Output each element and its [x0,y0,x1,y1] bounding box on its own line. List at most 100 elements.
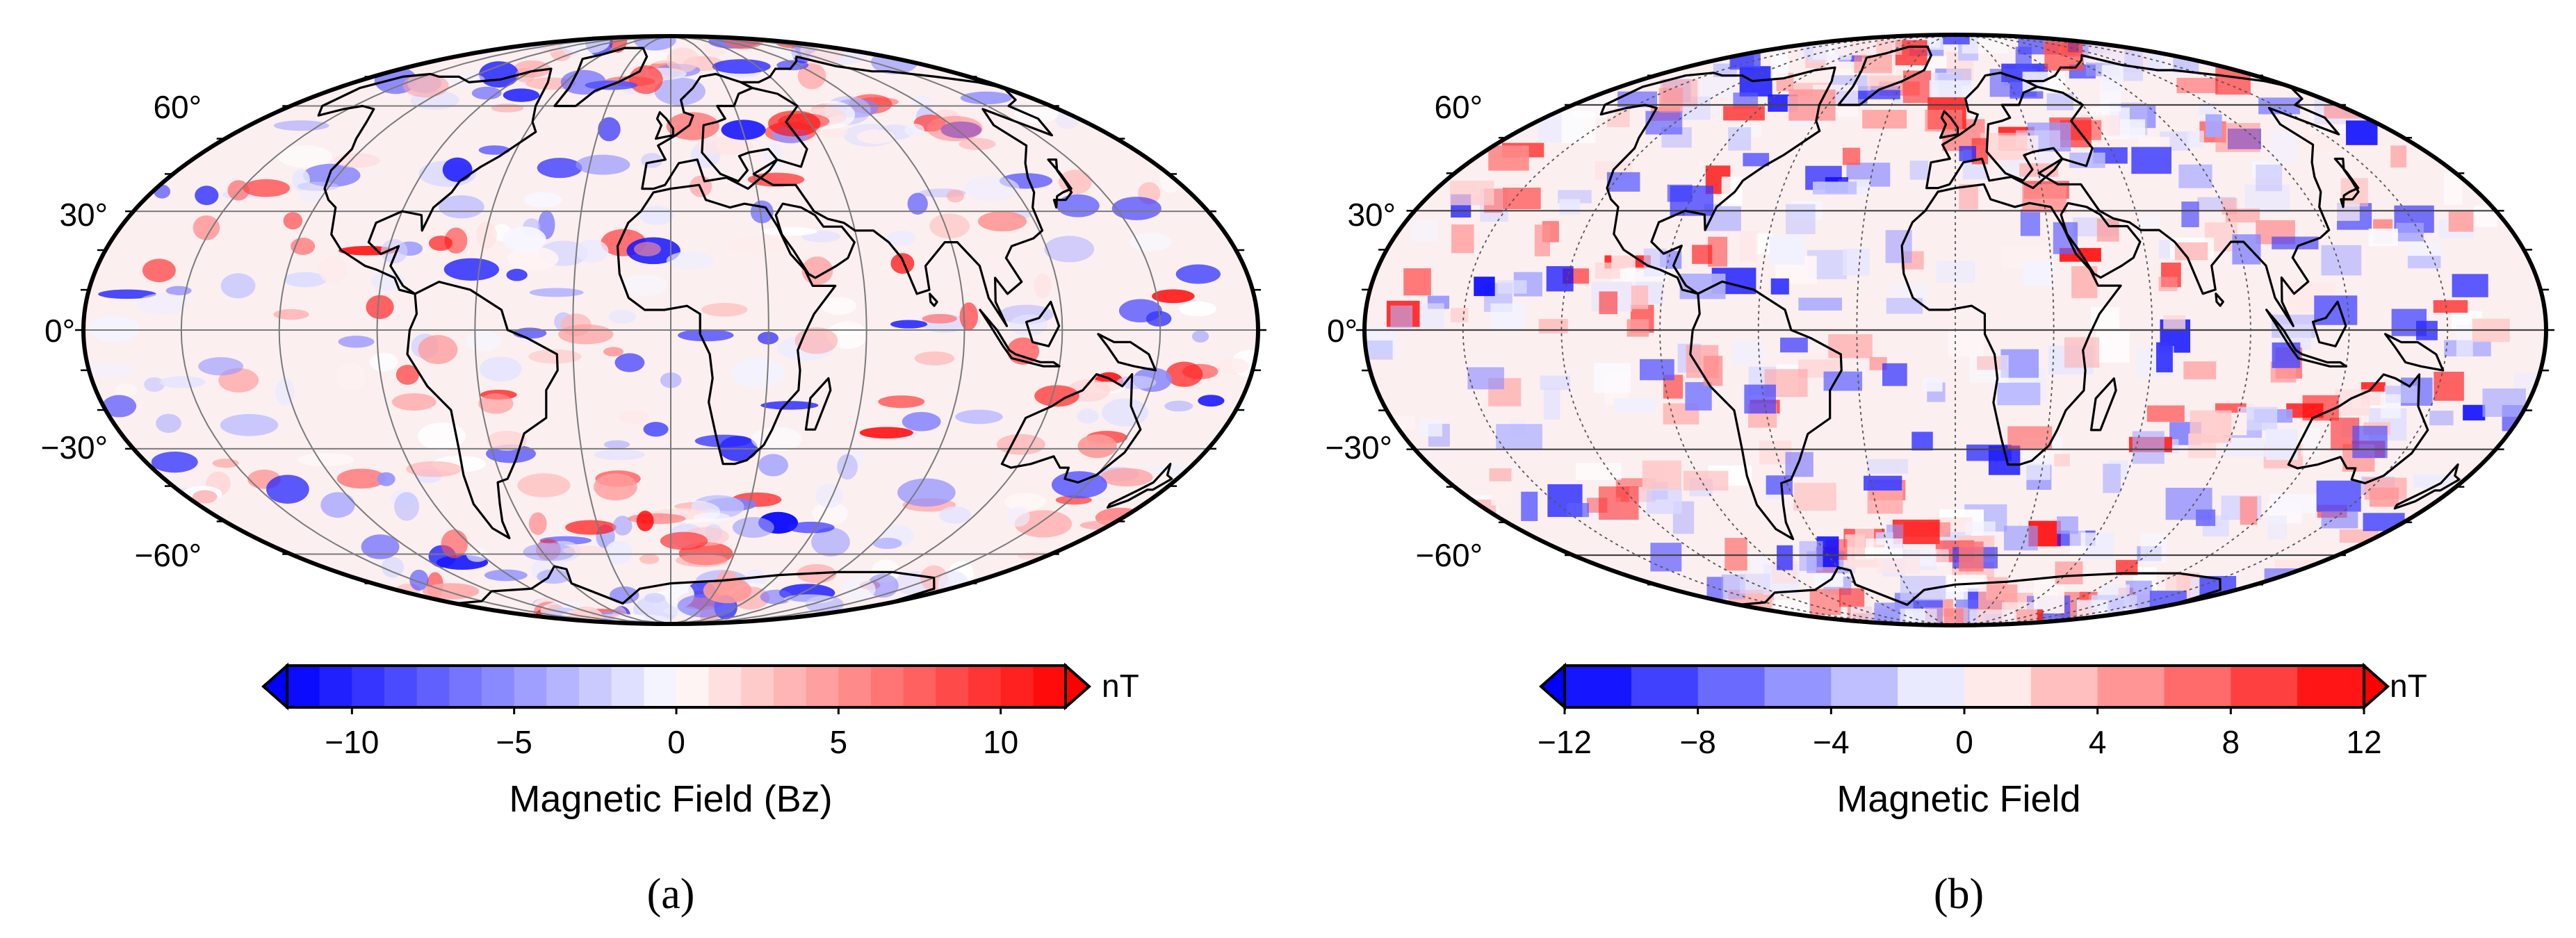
anomaly-patch [380,239,408,264]
colorbar-b: −12 −8 −4 0 4 8 12 [1538,662,2390,760]
anomaly-patch [696,137,753,156]
anomaly-cell [1701,78,1736,97]
anomaly-patch [479,356,522,382]
anomaly-patch [562,36,610,54]
anomaly-cell [2183,361,2217,379]
anomaly-cell [1640,359,1674,381]
colorbar-swatch [1000,666,1034,707]
anomaly-patch [443,258,500,281]
anomaly-patch [603,440,630,449]
anomaly-cell [1538,319,1568,334]
anomaly-cell [1364,340,1393,360]
anomaly-cell [2022,184,2066,213]
anomaly-patch [243,179,291,197]
colorbar-title-b: Magnetic Field [1836,778,2080,820]
anomaly-patch [377,472,396,486]
panel-a: 60° 30° 0° −30° −60° −10 −5 0 5 10 nT Magnet… [41,34,1266,918]
anomaly-cell [1490,303,1526,332]
colorbar-title-a: Magnetic Field (Bz) [509,778,832,820]
anomaly-cell [1969,609,2016,625]
anomaly-patch [605,541,633,565]
anomaly-cell [2007,426,2053,450]
colorbar-swatch [676,666,710,707]
anomaly-patch [594,473,637,501]
graticule-meridian-line [1955,35,2153,625]
coastline-japan [2333,157,2360,208]
anomaly-patch [751,427,802,452]
coastline-europe [1925,72,2064,190]
anomaly-cell [1599,291,1618,315]
anomaly-patch [612,516,633,536]
coastline-asia [740,55,1053,327]
anomaly-cell [1902,70,1932,104]
anomaly-patch [220,273,256,299]
anomaly-patch [442,157,473,183]
anomaly-cell [2096,331,2130,363]
anomaly-cell [2433,300,2468,313]
anomaly-cell [1868,75,1902,90]
anomaly-cell [2429,411,2454,426]
anomaly-patch [666,251,714,270]
coastline-indonesia [979,308,1061,368]
anomaly-cell [1823,371,1863,391]
anomaly-patch [666,47,699,73]
anomaly-patch [273,308,309,320]
anomaly-patch [938,506,971,524]
anomaly-patch [576,239,609,263]
colorbar-swatch [546,666,580,707]
anomaly-cell [2190,410,2232,443]
anomaly-cell [1595,262,1620,279]
anomaly-patch [628,513,686,525]
anomaly-cell [1780,337,1808,353]
anomaly-cell [2181,201,2199,228]
anomaly-cell [2413,475,2454,488]
anomaly-patch [558,324,614,345]
colorbar-swatch [838,666,872,707]
lat-label-60: 60° [153,89,202,125]
graticule-meridian-line [1462,35,1956,625]
anomaly-patch [439,195,484,219]
colorbar-swatch [611,666,644,707]
anomaly-cell [1613,398,1655,413]
anomaly-patch [1191,330,1209,343]
anomaly-cell [1567,502,1590,518]
colorbar-a: −10 −5 0 5 10 [261,662,1092,760]
anomaly-cell [1692,245,1713,264]
anomaly-patch [1007,506,1030,527]
coastline-south-america [1689,280,1843,541]
anomaly-cell [2346,120,2378,145]
anomaly-cell [1959,541,1984,572]
colorbar-unit-a: nT [1102,668,1139,704]
coastline-borneo [2311,300,2347,347]
anomaly-patch [487,430,527,451]
anomaly-patch [195,186,219,206]
anomaly-cell [1786,204,1816,235]
colorbar-tick-label: 8 [2222,724,2240,760]
colorbar-swatch [352,666,385,707]
anomaly-patch [277,145,333,168]
anomaly-cell [1490,482,1512,506]
anomaly-cell [1739,231,1758,262]
anomaly-patch [598,117,621,142]
anomaly-cell [1793,482,1836,511]
anomaly-cell [2380,394,2401,419]
graticule-meridian-line [1955,35,2251,625]
coastline-africa [616,183,837,466]
anomaly-cell [1832,40,1851,63]
anomaly-patch [98,289,156,299]
anomaly-cell [1828,334,1873,359]
coastline-new-zealand [1106,463,1173,509]
anomaly-cell [1474,277,1495,297]
anomaly-cell [1449,181,1494,206]
anomaly-patch [156,413,181,434]
anomaly-patch [478,145,511,155]
anomaly-patch [644,593,666,603]
colorbar-swatch [2030,666,2098,707]
coastline-australia [1000,373,1142,484]
anomaly-patch [484,569,528,582]
colorbar-extend-high [2363,662,2390,711]
anomaly-patch [897,478,956,507]
lat-label-60: 60° [1434,89,1483,125]
colorbar-swatch [1764,666,1832,707]
anomaly-cell [2301,427,2320,456]
